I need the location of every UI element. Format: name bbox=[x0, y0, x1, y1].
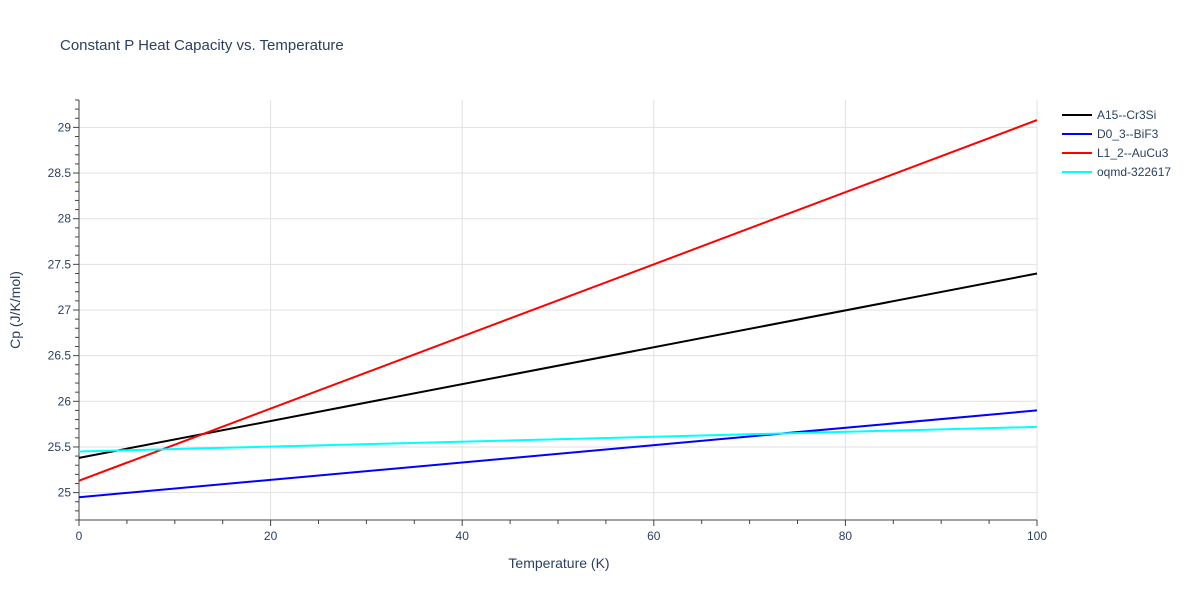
legend-item[interactable]: A15--Cr3Si bbox=[1062, 108, 1156, 122]
y-tick-label: 27.5 bbox=[48, 257, 72, 271]
y-tick-label: 26.5 bbox=[48, 349, 72, 363]
x-tick-label: 60 bbox=[647, 529, 661, 543]
legend-label: A15--Cr3Si bbox=[1097, 108, 1156, 122]
legend-label: D0_3--BiF3 bbox=[1097, 127, 1159, 141]
y-tick-label: 26 bbox=[58, 394, 72, 408]
chart-title: Constant P Heat Capacity vs. Temperature bbox=[60, 37, 344, 54]
legend-item[interactable]: D0_3--BiF3 bbox=[1062, 127, 1159, 141]
y-axis-title: Cp (J/K/mol) bbox=[7, 271, 23, 349]
x-tick-label: 100 bbox=[1027, 529, 1047, 543]
legend-label: oqmd-322617 bbox=[1097, 165, 1171, 179]
x-tick-label: 80 bbox=[839, 529, 853, 543]
y-tick-label: 27 bbox=[58, 303, 72, 317]
x-tick-label: 20 bbox=[264, 529, 278, 543]
grid bbox=[79, 100, 1038, 520]
series-line bbox=[78, 119, 1038, 482]
y-tick-label: 25.5 bbox=[48, 440, 72, 454]
legend-item[interactable]: L1_2--AuCu3 bbox=[1062, 146, 1169, 160]
y-tick-label: 28 bbox=[58, 212, 72, 226]
x-tick-label: 0 bbox=[76, 529, 83, 543]
series-line bbox=[78, 272, 1038, 459]
y-tick-label: 25 bbox=[58, 486, 72, 500]
x-axis-title: Temperature (K) bbox=[508, 555, 609, 571]
legend[interactable]: A15--Cr3Si D0_3--BiF3 L1_2--AuCu3 oqmd-3226… bbox=[1062, 108, 1171, 179]
series-lines bbox=[78, 119, 1038, 499]
series-line bbox=[78, 409, 1038, 499]
axes: 0 20 40 60 80 100 25 25.5 26 26.5 27 27.5 28 28.5 29 bbox=[48, 99, 1047, 543]
y-tick-label: 28.5 bbox=[48, 166, 72, 180]
legend-item[interactable]: oqmd-322617 bbox=[1062, 165, 1171, 179]
series-line bbox=[78, 425, 1038, 453]
legend-label: L1_2--AuCu3 bbox=[1097, 146, 1169, 160]
y-tick-label: 29 bbox=[58, 120, 72, 134]
x-tick-label: 40 bbox=[456, 529, 470, 543]
